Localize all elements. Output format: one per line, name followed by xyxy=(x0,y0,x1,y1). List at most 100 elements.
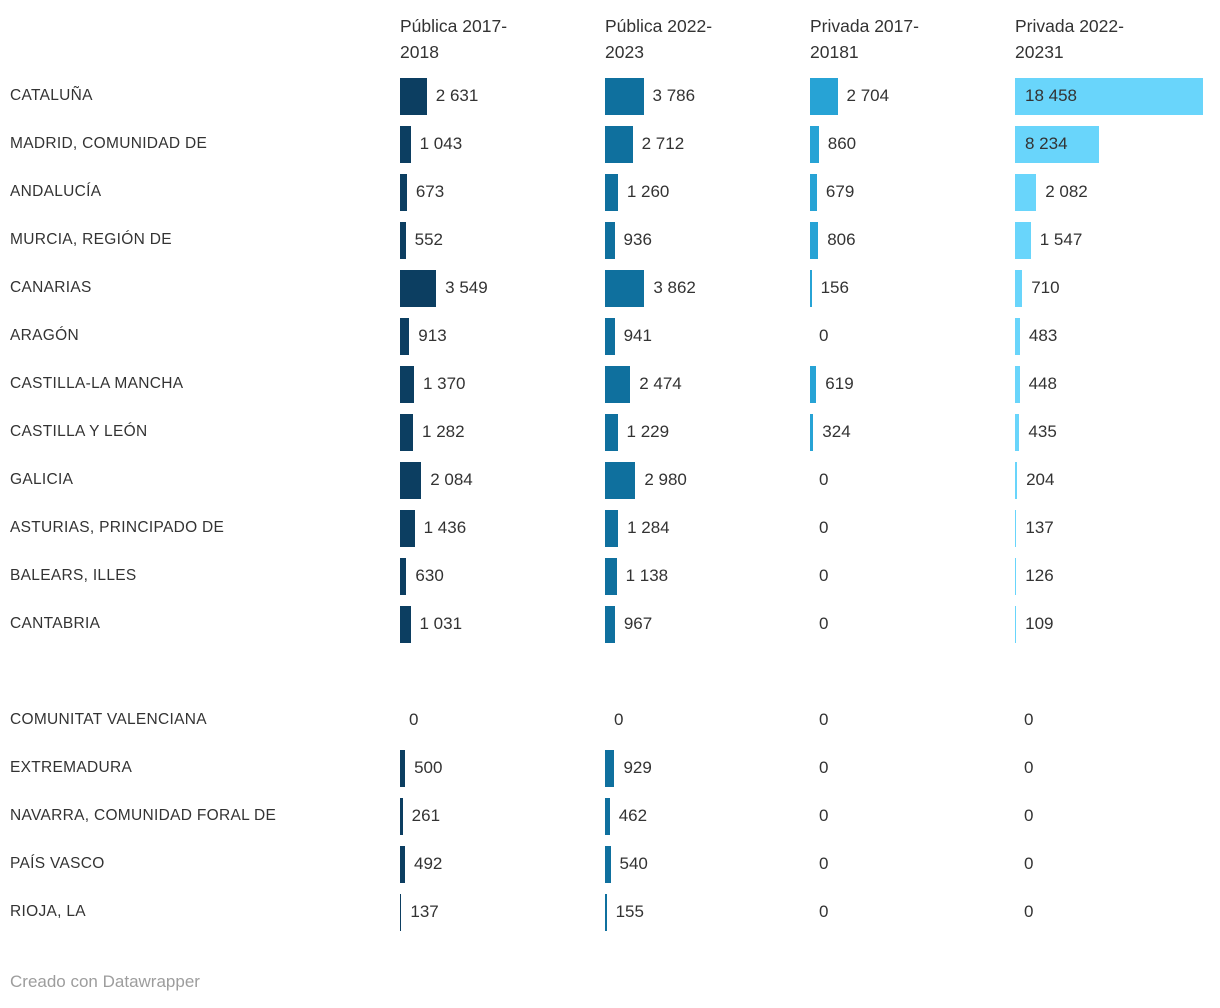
value-label: 0 xyxy=(1024,902,1034,921)
value-bar xyxy=(1015,269,1023,307)
bar-cell: 1 031 xyxy=(400,600,605,648)
table-row: GALICIA 2 084 2 980 0 204 xyxy=(0,456,1220,504)
bar-cell: 0 xyxy=(810,696,1015,744)
value-label: 2 084 xyxy=(430,470,473,489)
bar-cell: 619 xyxy=(810,360,1015,408)
value-bar xyxy=(400,509,415,547)
value-label: 1 031 xyxy=(419,614,463,633)
bar-cell: 3 549 xyxy=(400,264,605,312)
bar-cell: 1 138 xyxy=(605,552,810,600)
value-label: 462 xyxy=(618,806,648,825)
table-row: MADRID, COMUNIDAD DE 1 043 2 712 860 8 234 xyxy=(0,120,1220,168)
table-row: CANARIAS 3 549 3 862 156 710 xyxy=(0,264,1220,312)
bar-cell: 0 xyxy=(1015,792,1220,840)
bar-cell: 204 xyxy=(1015,456,1220,504)
bar-cell: 2 631 xyxy=(400,72,605,120)
bar-cell: 860 xyxy=(810,120,1015,168)
bar-cell: 2 084 xyxy=(400,456,605,504)
bar-cell: 448 xyxy=(1015,360,1220,408)
value-bar xyxy=(400,173,407,211)
bar-cell: 0 xyxy=(810,312,1015,360)
value-bar xyxy=(1015,173,1037,211)
value-bar xyxy=(605,557,617,595)
column-header-line1: Pública 2017- xyxy=(400,16,508,36)
value-label: 483 xyxy=(1028,326,1058,345)
value-bar xyxy=(605,797,610,835)
bar-cell: 1 043 xyxy=(400,120,605,168)
value-bar xyxy=(810,269,812,307)
value-bar xyxy=(1015,125,1099,163)
bar-cell: 673 xyxy=(400,168,605,216)
value-label: 500 xyxy=(414,758,443,777)
value-bar xyxy=(1015,509,1017,547)
value-bar xyxy=(400,557,407,595)
region-label: ARAGÓN xyxy=(10,327,79,344)
value-label: 109 xyxy=(1025,614,1054,633)
bar-cell: 0 xyxy=(400,696,605,744)
table-row: NAVARRA, COMUNIDAD FORAL DE 261 462 0 0 xyxy=(0,792,1220,840)
value-label: 673 xyxy=(415,182,445,201)
bar-cell: 0 xyxy=(605,696,810,744)
value-bar xyxy=(1015,317,1020,355)
bar-cell: 552 xyxy=(400,216,605,264)
value-label: 2 082 xyxy=(1045,182,1088,201)
value-bar xyxy=(605,125,633,163)
column-header-2: Pública 2022- 2023 xyxy=(605,0,810,72)
bar-cell: 2 704 xyxy=(810,72,1015,120)
region-label: CASTILLA Y LEÓN xyxy=(10,423,148,440)
bar-cell: 1 229 xyxy=(605,408,810,456)
bar-cell: 679 xyxy=(810,168,1015,216)
value-label: 204 xyxy=(1026,470,1055,489)
value-bar xyxy=(810,365,817,403)
value-label: 156 xyxy=(820,278,849,297)
bar-cell: 0 xyxy=(810,792,1015,840)
bar-cell: 3 786 xyxy=(605,72,810,120)
bar-cell: 155 xyxy=(605,888,810,936)
region-label: EXTREMADURA xyxy=(10,759,133,776)
value-label: 261 xyxy=(411,806,441,825)
bar-cell: 2 712 xyxy=(605,120,810,168)
bar-cell: 435 xyxy=(1015,408,1220,456)
value-bar xyxy=(605,845,611,883)
value-label: 0 xyxy=(1024,806,1034,825)
column-header-line1: Pública 2022- xyxy=(605,16,713,36)
bar-cell: 0 xyxy=(1015,888,1220,936)
column-header-4: Privada 2022- 20231 xyxy=(1015,0,1220,72)
value-label: 2 474 xyxy=(639,374,682,393)
bar-cell: 8 234 xyxy=(1015,120,1220,168)
value-label: 0 xyxy=(1024,710,1034,729)
bar-cell: 1 370 xyxy=(400,360,605,408)
bar-cell: 1 260 xyxy=(605,168,810,216)
value-label: 0 xyxy=(1024,758,1034,777)
value-bar xyxy=(1015,221,1031,259)
value-bar xyxy=(605,269,645,307)
bar-cell: 630 xyxy=(400,552,605,600)
table-row: RIOJA, LA 137 155 0 0 xyxy=(0,888,1220,936)
value-bar xyxy=(1015,77,1203,115)
region-label: ASTURIAS, PRINCIPADO DE xyxy=(10,519,225,536)
value-label: 3 786 xyxy=(652,86,696,105)
value-label: 630 xyxy=(415,566,444,585)
value-label: 929 xyxy=(623,758,652,777)
value-label: 0 xyxy=(819,326,829,345)
value-label: 1 284 xyxy=(627,518,670,537)
value-label: 324 xyxy=(822,422,851,441)
value-bar xyxy=(1015,413,1020,451)
bar-cell: 137 xyxy=(400,888,605,936)
bar-cell: 0 xyxy=(1015,744,1220,792)
value-label: 0 xyxy=(819,854,829,873)
value-label: 3 549 xyxy=(445,278,488,297)
value-label: 137 xyxy=(410,902,439,921)
value-bar xyxy=(1015,605,1017,643)
bar-cell: 0 xyxy=(1015,696,1220,744)
value-label: 710 xyxy=(1031,278,1060,297)
table-row: PAÍS VASCO 492 540 0 0 xyxy=(0,840,1220,888)
bar-cell: 0 xyxy=(810,888,1015,936)
region-label: CASTILLA-LA MANCHA xyxy=(10,375,184,392)
value-label: 0 xyxy=(819,470,829,489)
value-label: 0 xyxy=(819,710,829,729)
value-bar xyxy=(400,269,437,307)
value-label: 967 xyxy=(623,614,653,633)
bar-cell: 156 xyxy=(810,264,1015,312)
